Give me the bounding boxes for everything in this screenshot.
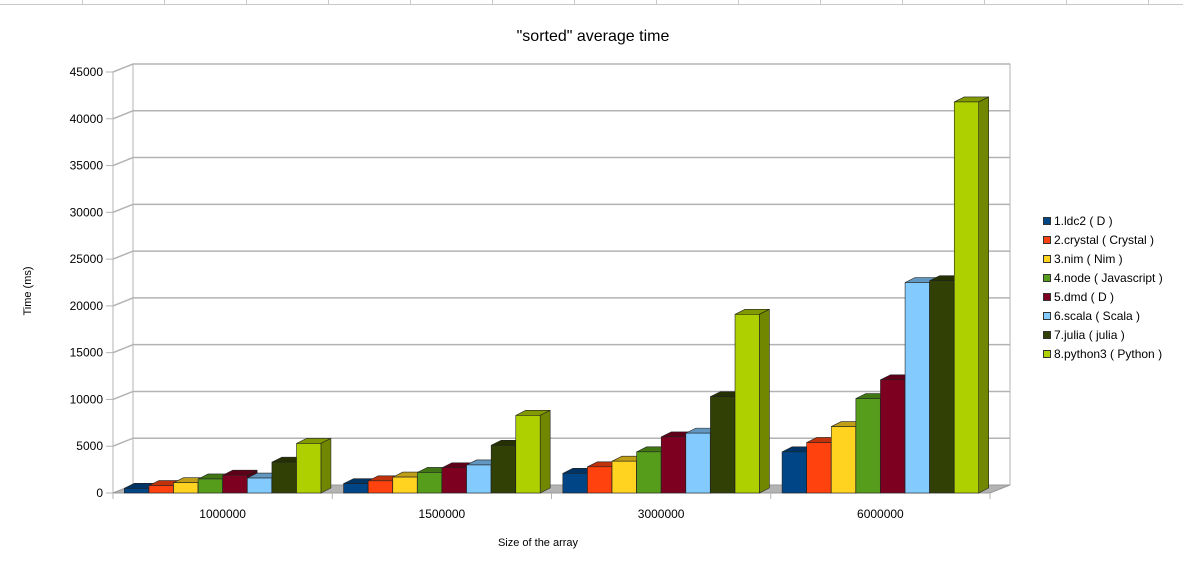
side-wall — [112, 63, 134, 494]
bar-front — [830, 426, 856, 494]
grid-line — [112, 110, 1010, 120]
legend-item: 3.nim ( Nim ) — [1043, 249, 1163, 268]
bar-front — [490, 444, 516, 494]
bar-front — [222, 474, 248, 494]
bar-front — [636, 451, 662, 494]
bars — [124, 96, 989, 494]
grid-line — [112, 250, 1010, 260]
legend-label: 6.scala ( Scala ) — [1054, 308, 1141, 323]
bar-front — [296, 443, 322, 494]
x-axis-ticks: 1000000 1500000 3000000 6000000 — [112, 493, 991, 521]
legend-label: 7.julia ( julia ) — [1054, 327, 1125, 342]
bar-side — [759, 308, 770, 494]
bar-front — [685, 432, 711, 494]
bar-front — [710, 396, 736, 494]
legend-label: 1.ldc2 ( D ) — [1054, 213, 1113, 228]
legend-swatch — [1043, 330, 1051, 339]
bar-front — [197, 478, 223, 494]
y-axis-label: Time (ms) — [22, 266, 34, 315]
grid-line — [112, 390, 1010, 401]
bar — [296, 437, 332, 494]
bar-front — [515, 415, 541, 494]
bar-front — [441, 467, 467, 494]
bar-front — [611, 460, 637, 494]
legend-item: 2.crystal ( Crystal ) — [1043, 230, 1163, 249]
legend: 1.ldc2 ( D ) 2.crystal ( Crystal ) 3.nim (… — [1043, 211, 1163, 363]
chart-title: "sorted" average time — [517, 28, 670, 45]
bar-front — [806, 442, 832, 494]
legend-item: 5.dmd ( D ) — [1043, 287, 1163, 306]
bar-front — [855, 398, 881, 494]
y-tick-label: 30000 — [70, 205, 104, 219]
y-axis-ticks: 0 5000 10000 15000 20000 25000 30000 35000 40000… — [70, 65, 113, 500]
bar-front — [587, 466, 613, 494]
legend-item: 6.scala ( Scala ) — [1043, 306, 1163, 325]
legend-label: 3.nim ( Nim ) — [1054, 251, 1123, 266]
bar-side — [539, 409, 551, 494]
legend-item: 1.ldc2 ( D ) — [1043, 211, 1163, 230]
bar-front — [148, 485, 174, 494]
legend-swatch — [1043, 311, 1051, 320]
bar — [515, 409, 551, 494]
bar-front — [466, 464, 492, 494]
bar-front — [417, 472, 443, 494]
legend-swatch — [1043, 216, 1051, 225]
legend-swatch — [1043, 349, 1051, 358]
bar — [734, 308, 770, 494]
legend-label: 2.crystal ( Crystal ) — [1054, 232, 1155, 247]
bar-front — [904, 282, 930, 494]
legend-label: 4.node ( Javascript ) — [1054, 270, 1163, 285]
bar-front — [271, 461, 297, 494]
bar-front — [562, 473, 588, 494]
bar-front — [953, 101, 979, 494]
bar-front — [392, 476, 418, 494]
bar-front — [247, 477, 273, 494]
grid-line — [112, 297, 1010, 307]
x-tick-label: 1500000 — [419, 507, 466, 521]
legend-swatch — [1043, 273, 1051, 282]
legend-swatch — [1043, 235, 1051, 244]
legend-item: 4.node ( Javascript ) — [1043, 268, 1163, 287]
y-tick-label: 10000 — [70, 392, 104, 406]
grid-lines — [112, 63, 1010, 447]
x-tick-label: 1000000 — [199, 507, 246, 521]
y-tick-label: 15000 — [70, 346, 104, 360]
bar-front — [660, 436, 686, 494]
bar-front — [880, 379, 906, 494]
x-axis-label: Size of the array — [498, 537, 579, 549]
bar-front — [343, 483, 369, 494]
y-tick-label: 25000 — [70, 252, 104, 266]
x-tick-label: 6000000 — [857, 507, 904, 521]
bar-front — [929, 280, 955, 494]
y-tick-label: 45000 — [70, 65, 104, 79]
grid-line — [112, 203, 1010, 214]
grid-line — [112, 343, 1010, 354]
bar — [953, 96, 989, 494]
x-tick-label: 3000000 — [638, 507, 685, 521]
grid-line — [112, 63, 1010, 73]
bar-front — [734, 314, 760, 494]
bar-front — [173, 482, 199, 494]
spreadsheet-header-strip — [0, 0, 1183, 5]
y-tick-label: 20000 — [70, 299, 104, 313]
legend-swatch — [1043, 254, 1051, 263]
bar-front — [781, 451, 807, 494]
legend-label: 8.python3 ( Python ) — [1054, 346, 1163, 361]
bar-front — [124, 488, 150, 494]
legend-swatch — [1043, 292, 1051, 301]
y-tick-label: 35000 — [70, 159, 104, 173]
y-tick-label: 5000 — [76, 439, 103, 453]
legend-label: 5.dmd ( D ) — [1054, 289, 1115, 304]
legend-item: 7.julia ( julia ) — [1043, 325, 1163, 344]
bar-front — [367, 480, 393, 494]
legend-item: 8.python3 ( Python ) — [1043, 344, 1163, 363]
y-tick-label: 0 — [96, 486, 103, 500]
bar-side — [978, 96, 989, 494]
bar-side — [320, 437, 332, 494]
y-tick-label: 40000 — [70, 112, 104, 126]
grid-line — [112, 156, 1010, 167]
